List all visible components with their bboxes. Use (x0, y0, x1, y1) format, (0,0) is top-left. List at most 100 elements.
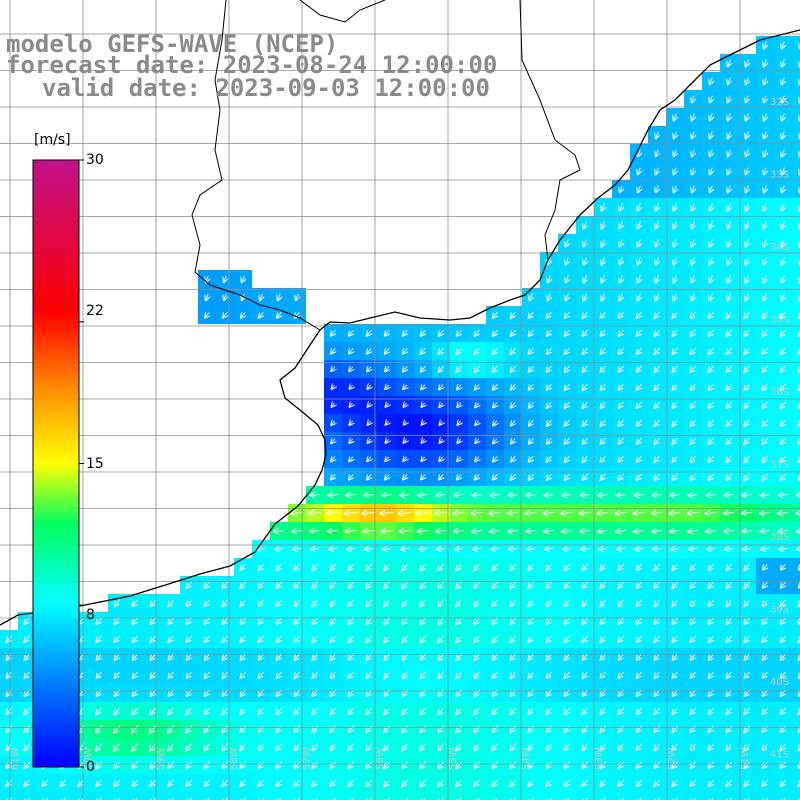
wind-cell (792, 576, 800, 594)
wind-cell (684, 792, 702, 800)
wind-cell (792, 558, 800, 576)
wind-cell (792, 720, 800, 738)
lon-label: 51W (740, 747, 751, 770)
wind-speed-cells (0, 36, 800, 800)
wind-cell (162, 792, 180, 800)
wind-cell (792, 324, 800, 342)
wind-cell (126, 792, 144, 800)
wind-cell (792, 252, 800, 270)
wind-cell (792, 126, 800, 144)
wind-cell (36, 792, 54, 800)
wind-cell (720, 792, 738, 800)
wind-cell (90, 792, 108, 800)
wind-cell (648, 792, 666, 800)
lon-label: 56W (375, 747, 386, 770)
valid-date: valid date: 2023-09-03 12:00:00 (42, 74, 490, 102)
lat-label: 41S (770, 750, 789, 761)
lon-label: 53W (594, 747, 605, 770)
lat-label: 40S (770, 677, 789, 688)
lon-label: 61W (10, 747, 21, 770)
wind-cell (144, 792, 162, 800)
wind-cell (792, 270, 800, 288)
wind-cell (792, 612, 800, 630)
wind-cell (792, 396, 800, 414)
wind-cell (792, 792, 800, 800)
wind-cell (432, 792, 450, 800)
wind-cell (792, 468, 800, 486)
wind-cell (198, 792, 216, 800)
wind-cell (792, 450, 800, 468)
wind-cell (792, 162, 800, 180)
wind-cell (738, 792, 756, 800)
wind-cell (324, 792, 342, 800)
wind-cell (792, 72, 800, 90)
colorbar-tick-0: 0 (86, 759, 95, 775)
wind-cell (666, 792, 684, 800)
wind-cell (756, 792, 774, 800)
colorbar (32, 159, 80, 768)
wind-cell (792, 756, 800, 774)
wind-cell (792, 684, 800, 702)
wind-cell (792, 234, 800, 252)
wind-cell (792, 594, 800, 612)
wind-cell (792, 432, 800, 450)
wind-cell (792, 360, 800, 378)
wind-cell (792, 342, 800, 360)
lon-label: 59W (156, 747, 167, 770)
border-line-north (299, 0, 386, 23)
wind-cell (378, 792, 396, 800)
wind-cell (540, 792, 558, 800)
lon-label: 58W (229, 747, 240, 770)
lat-label: 37S (770, 460, 789, 471)
wind-cell (0, 792, 18, 800)
wind-cell (180, 792, 198, 800)
wind-cell (504, 792, 522, 800)
wind-cell (792, 378, 800, 396)
wind-cell (792, 54, 800, 72)
lat-label: 36S (770, 387, 789, 398)
wind-cell (576, 792, 594, 800)
wind-cell (792, 630, 800, 648)
wind-cell (486, 792, 504, 800)
wind-cell (270, 792, 288, 800)
wind-cell (792, 738, 800, 756)
wind-cell (792, 108, 800, 126)
wind-cell (108, 792, 126, 800)
wind-cell (792, 90, 800, 108)
wind-cell (216, 792, 234, 800)
lon-label: 57W (302, 747, 313, 770)
wind-cell (792, 414, 800, 432)
colorbar-tick-8: 8 (86, 607, 95, 623)
wind-cell (54, 792, 72, 800)
wind-cell (792, 666, 800, 684)
wind-cell (774, 792, 792, 800)
lat-label: 35S (770, 315, 789, 326)
wind-cell (792, 216, 800, 234)
wind-cell (468, 792, 486, 800)
wind-cell (630, 792, 648, 800)
wind-cell (612, 792, 630, 800)
lon-label: 55W (448, 747, 459, 770)
wind-cell (792, 648, 800, 666)
wind-cell (792, 702, 800, 720)
wind-cell (702, 792, 720, 800)
colorbar-tick-15: 15 (86, 456, 104, 472)
wind-cell (396, 792, 414, 800)
lat-label: 39S (770, 605, 789, 616)
wind-cell (234, 792, 252, 800)
wind-cell (414, 792, 432, 800)
wind-cell (288, 792, 306, 800)
wind-cell (450, 792, 468, 800)
wind-cell (522, 792, 540, 800)
wind-cell (792, 198, 800, 216)
border-line-east (519, 0, 581, 261)
wind-cell (792, 306, 800, 324)
colorbar-unit: [m/s] (34, 132, 71, 148)
wind-cell (306, 792, 324, 800)
lon-label: 54W (521, 747, 532, 770)
wind-cell (792, 144, 800, 162)
wind-cell (18, 792, 36, 800)
wind-cell (792, 36, 800, 54)
wind-cell (342, 792, 360, 800)
